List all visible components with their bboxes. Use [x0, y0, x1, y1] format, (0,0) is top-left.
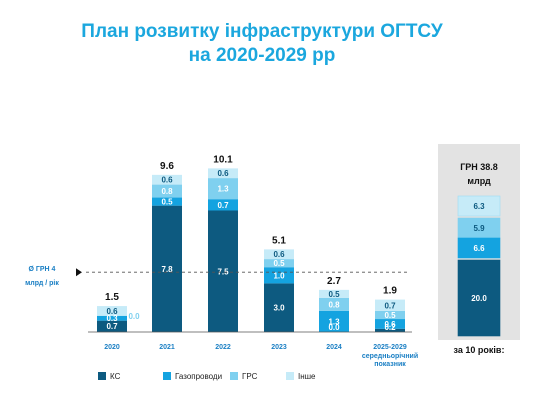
total-label-2024: 2.7 — [327, 276, 341, 287]
segment-label-2021-0: 7.8 — [161, 265, 173, 274]
segment-label-2020-1: 0.3 — [106, 314, 118, 323]
segment-label-2025-2029-3: 0.7 — [384, 301, 396, 310]
bar-2023-2 — [264, 259, 294, 268]
segment-label-2020-2: 0.0 — [128, 312, 140, 321]
total-label-2022: 10.1 — [213, 154, 233, 165]
reference-arrow-icon — [76, 268, 82, 277]
segment-label-2021-2: 0.8 — [161, 187, 173, 196]
segment-label-2022-2: 1.3 — [217, 185, 229, 194]
side-value-3: 6.3 — [473, 202, 485, 211]
reference-label-1: млрд / рік — [25, 279, 59, 287]
category-label-2020: 2020 — [104, 344, 120, 351]
legend-label-3: Інше — [298, 372, 316, 381]
segment-label-2023-0: 3.0 — [273, 304, 285, 313]
side-value-0: 20.0 — [471, 294, 487, 303]
category-label-2024: 2024 — [326, 344, 342, 351]
legend-swatch-1 — [163, 372, 171, 380]
bar-2022-2 — [208, 178, 238, 200]
chart-title-line-1: План розвитку інфраструктури ОГТСУ — [81, 21, 443, 42]
legend-label-1: Газопроводи — [175, 372, 222, 381]
category-sublabel-1: показник — [374, 361, 406, 368]
reference-label-0: Ø ГРН 4 — [29, 266, 56, 273]
category-label-2022: 2022 — [215, 344, 231, 351]
bar-2023-0 — [264, 283, 294, 332]
bar-2024-2 — [319, 297, 349, 311]
segment-label-2024-1: 1.3 — [328, 317, 340, 326]
side-panel: ГРН 38.8 млрд 6.3 5.9 6.6 20.0 за 10 років: — [438, 144, 520, 355]
category-label-2021: 2021 — [159, 344, 175, 351]
legend-label-2: ГРС — [242, 372, 258, 381]
bar-2021-3 — [152, 174, 182, 185]
side-box-1 — [457, 237, 501, 259]
segment-label-2022-3: 0.6 — [217, 169, 229, 178]
segment-label-2023-3: 0.6 — [273, 250, 285, 259]
segment-label-2020-3: 0.6 — [106, 307, 118, 316]
bar-2022-0 — [208, 210, 238, 332]
bar-2023-1 — [264, 267, 294, 284]
bar-2021-1 — [152, 197, 182, 206]
side-box-0 — [457, 259, 501, 337]
bar-2025-2029-1 — [375, 319, 405, 329]
total-label-2023: 5.1 — [272, 235, 286, 246]
side-caption: за 10 років: — [454, 345, 505, 355]
bar-2024-1 — [319, 310, 349, 332]
bar-2022-3 — [208, 168, 238, 179]
bar-2022-1 — [208, 199, 238, 211]
bar-2020-0 — [97, 320, 127, 332]
category-sublabel-0: середньорічний — [362, 352, 418, 360]
side-box-3 — [457, 195, 501, 217]
segment-label-2024-0: 0.0 — [328, 323, 340, 332]
segment-label-2022-1: 0.7 — [217, 201, 229, 210]
legend-swatch-2 — [230, 372, 238, 380]
bar-2020-1 — [97, 315, 127, 321]
segment-label-2024-3: 0.5 — [328, 290, 340, 299]
chart-title-line-2: на 2020-2029 рр — [189, 45, 336, 66]
bar-2024-3 — [319, 289, 349, 298]
side-title-1: млрд — [467, 176, 491, 186]
legend-label-0: КС — [110, 372, 121, 381]
legend-swatch-0 — [98, 372, 106, 380]
segment-label-2020-0: 0.7 — [106, 322, 118, 331]
bar-2025-2029-3 — [375, 299, 405, 311]
segment-label-2025-2029-1: 0.6 — [384, 320, 396, 329]
bar-2021-2 — [152, 184, 182, 198]
side-value-2: 5.9 — [473, 224, 485, 233]
side-value-1: 6.6 — [473, 244, 485, 253]
side-title-0: ГРН 38.8 — [460, 162, 498, 172]
segment-label-2025-2029-0: 0.2 — [384, 323, 396, 332]
segment-label-2021-3: 0.6 — [161, 176, 173, 185]
segment-label-2023-1: 1.0 — [273, 271, 285, 280]
bar-2025-2029-2 — [375, 310, 405, 320]
segment-label-2022-0: 7.5 — [217, 267, 229, 276]
legend: КС Газопроводи ГРС Інше — [98, 372, 316, 381]
bar-2021-0 — [152, 205, 182, 332]
segment-label-2025-2029-2: 0.5 — [384, 311, 396, 320]
total-label-2020: 1.5 — [105, 292, 119, 303]
segment-label-2023-2: 0.5 — [273, 259, 285, 268]
reference-line-group: Ø ГРН 4 млрд / рік — [25, 266, 410, 287]
category-label-2023: 2023 — [271, 344, 287, 351]
bar-2023-3 — [264, 249, 294, 260]
category-label-2025-2029: 2025-2029 — [373, 344, 407, 351]
segment-label-2024-2: 0.8 — [328, 300, 340, 309]
bar-2025-2029-0 — [375, 328, 405, 332]
bars-group: 0.70.3 0.00.61.520207.80.50.80.69.620217.… — [88, 154, 418, 368]
total-label-2021: 9.6 — [160, 161, 174, 172]
segment-label-2021-1: 0.5 — [161, 198, 173, 207]
total-label-2025-2029: 1.9 — [383, 286, 397, 297]
legend-swatch-3 — [286, 372, 294, 380]
bar-2020-3 — [97, 306, 127, 316]
